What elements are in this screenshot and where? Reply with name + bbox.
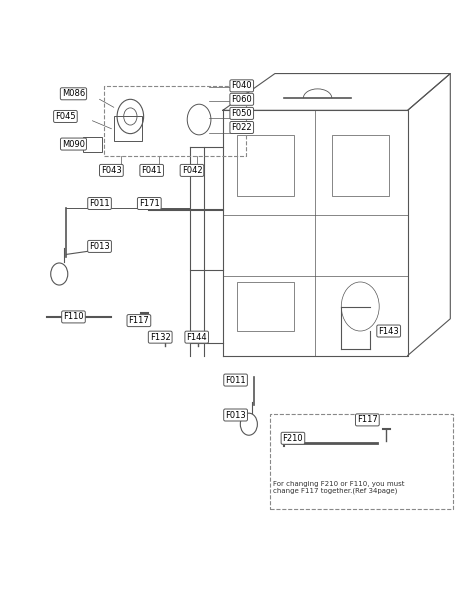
Text: F040: F040 [231,82,252,90]
Bar [237,282,294,331]
Text: F043: F043 [101,166,122,175]
Text: F042: F042 [182,166,202,175]
Text: F110: F110 [63,313,84,321]
Text: For changing F210 or F110, you must
change F117 together.(Ref 34page): For changing F210 or F110, you must chan… [273,481,404,494]
Text: F143: F143 [378,327,399,335]
Bar [83,137,102,152]
Text: F011: F011 [225,376,246,384]
Text: M090: M090 [62,140,85,148]
Bar [270,414,453,509]
Text: M086: M086 [62,89,85,98]
Bar [114,116,142,141]
Text: F210: F210 [283,434,303,443]
Text: F117: F117 [128,316,149,325]
Text: F013: F013 [225,411,246,419]
Bar [104,86,246,156]
Text: F013: F013 [89,242,110,251]
Text: F041: F041 [141,166,162,175]
Text: F132: F132 [150,333,171,341]
Bar [237,135,294,196]
Text: F117: F117 [357,416,378,424]
Text: F144: F144 [186,333,207,341]
Text: F011: F011 [89,199,110,208]
Text: F022: F022 [231,123,252,132]
Text: F060: F060 [231,95,252,104]
Text: F171: F171 [139,199,160,208]
Text: F045: F045 [55,112,76,121]
Bar [332,135,389,196]
Text: F050: F050 [231,109,252,118]
